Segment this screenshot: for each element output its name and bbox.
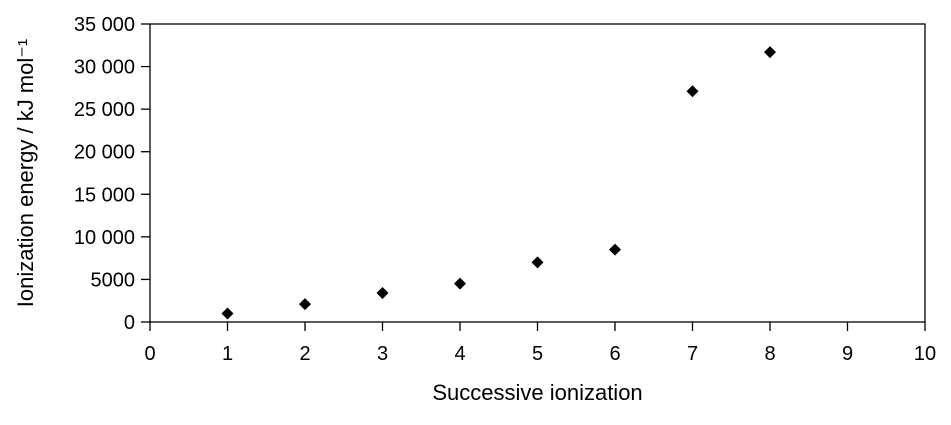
data-point bbox=[609, 243, 621, 256]
x-tick-label: 0 bbox=[144, 343, 155, 365]
data-point bbox=[686, 85, 699, 98]
data-point bbox=[454, 277, 466, 290]
x-tick-label: 1 bbox=[222, 343, 233, 365]
x-axis-title: Successive ionization bbox=[432, 380, 642, 405]
y-tick-label: 5000 bbox=[91, 269, 136, 291]
y-tick-label: 0 bbox=[124, 312, 135, 334]
data-point bbox=[764, 46, 776, 59]
x-tick-label: 10 bbox=[914, 343, 936, 365]
data-points bbox=[221, 46, 776, 320]
x-tick-label: 5 bbox=[532, 343, 543, 365]
y-tick-label: 15 000 bbox=[74, 184, 135, 206]
data-point bbox=[221, 307, 234, 320]
y-tick-label: 30 000 bbox=[74, 57, 135, 79]
data-point bbox=[531, 256, 544, 269]
x-axis-ticks: 0 1 2 3 4 5 6 7 8 9 10 bbox=[144, 322, 936, 365]
y-tick-label: 35 000 bbox=[74, 14, 135, 36]
x-tick-label: 4 bbox=[454, 343, 465, 365]
data-point bbox=[376, 287, 389, 300]
x-tick-label: 3 bbox=[377, 343, 388, 365]
x-tick-label: 6 bbox=[609, 343, 620, 365]
y-tick-label: 25 000 bbox=[74, 99, 135, 121]
y-axis-ticks: 0 5000 10 000 15 000 20 000 25 000 30 000 35 00… bbox=[74, 14, 150, 334]
data-point bbox=[299, 298, 311, 311]
x-tick-label: 9 bbox=[842, 343, 853, 365]
y-tick-label: 20 000 bbox=[74, 142, 135, 164]
x-tick-label: 8 bbox=[764, 343, 775, 365]
y-axis-title: Ionization energy / kJ mol⁻¹ bbox=[13, 39, 38, 307]
y-tick-label: 10 000 bbox=[74, 227, 135, 249]
x-tick-label: 7 bbox=[687, 343, 698, 365]
x-tick-label: 2 bbox=[299, 343, 310, 365]
plot-frame bbox=[149, 23, 926, 323]
